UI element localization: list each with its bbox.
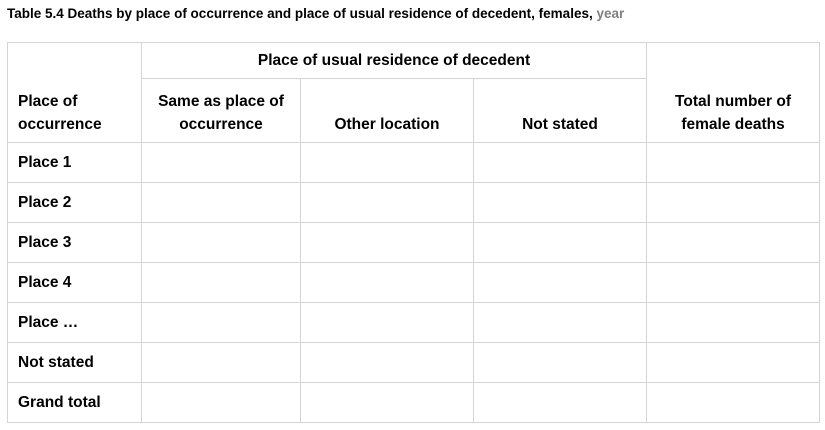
table-row: Place 3 (7, 222, 821, 263)
header-place-of-occurrence-line1: Place of (18, 93, 78, 110)
table-row: Place 1 (7, 142, 821, 183)
header-other-location: Other location (300, 78, 474, 143)
row-label: Place 4 (7, 262, 142, 303)
cell-same (141, 382, 301, 423)
cell-not-stated (472, 382, 648, 423)
header-same-line2: occurrence (179, 116, 263, 133)
table-row: Place … (7, 302, 821, 343)
row-label: Place … (7, 302, 142, 343)
cell-total (646, 302, 821, 343)
cell-total (646, 222, 821, 263)
cell-same (141, 302, 301, 343)
header-place-of-occurrence: Place of occurrence (7, 42, 142, 143)
cell-not-stated (472, 142, 648, 183)
caption-title: Table 5.4 Deaths by place of occurrence … (7, 6, 597, 21)
header-place-of-occurrence-line2: occurrence (18, 116, 102, 133)
cell-other (300, 182, 474, 223)
header-same-line1: Same as place of (158, 93, 284, 110)
cell-not-stated (472, 222, 648, 263)
deaths-table: Place of occurrence Place of usual resid… (7, 42, 821, 423)
cell-not-stated (472, 182, 648, 223)
row-label: Place 3 (7, 222, 142, 263)
cell-other (300, 262, 474, 303)
header-total-female-deaths: Total number of female deaths (646, 42, 821, 143)
cell-not-stated (472, 302, 648, 343)
row-label: Not stated (7, 342, 142, 383)
row-label: Place 2 (7, 182, 142, 223)
cell-same (141, 142, 301, 183)
header-usual-residence-group: Place of usual residence of decedent (140, 42, 648, 79)
row-label: Place 1 (7, 142, 142, 183)
cell-other (300, 222, 474, 263)
cell-same (141, 342, 301, 383)
cell-other (300, 342, 474, 383)
cell-other (300, 302, 474, 343)
cell-not-stated (472, 262, 648, 303)
header-row-sub: Same as place of occurrence Other locati… (8, 78, 820, 143)
header-same-as-occurrence: Same as place of occurrence (141, 78, 301, 143)
cell-other (300, 382, 474, 423)
header-row-top: Place of occurrence Place of usual resid… (7, 42, 821, 143)
cell-total (646, 262, 821, 303)
row-label: Grand total (7, 382, 142, 423)
cell-same (141, 222, 301, 263)
table-caption: Table 5.4 Deaths by place of occurrence … (7, 4, 624, 24)
cell-total (646, 382, 821, 423)
table-row: Grand total (7, 382, 821, 423)
header-total-line1: Total number of (675, 93, 792, 110)
table-row: Place 4 (7, 262, 821, 303)
cell-total (646, 142, 821, 183)
cell-same (141, 262, 301, 303)
header-not-stated: Not stated (472, 78, 648, 143)
cell-other (300, 142, 474, 183)
table-row: Not stated (7, 342, 821, 383)
caption-year-placeholder: year (596, 6, 625, 21)
cell-not-stated (472, 342, 648, 383)
cell-same (141, 182, 301, 223)
table-row: Place 2 (7, 182, 821, 223)
header-total-line2: female deaths (681, 116, 785, 133)
cell-total (646, 182, 821, 223)
cell-total (646, 342, 821, 383)
